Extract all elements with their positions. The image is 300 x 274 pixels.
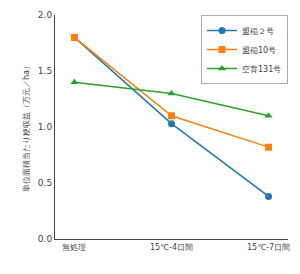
svg-text:1.5: 1.5 (38, 66, 52, 76)
svg-text:0.0: 0.0 (38, 234, 53, 244)
svg-text:無処理: 無処理 (62, 243, 86, 252)
svg-text:1.0: 1.0 (38, 122, 53, 132)
svg-text:盟稲２号: 盟稲２号 (242, 27, 274, 36)
svg-text:0.5: 0.5 (38, 178, 52, 188)
svg-text:盟稲10号: 盟稲10号 (242, 46, 276, 55)
svg-text:2.0: 2.0 (38, 10, 53, 20)
svg-text:15℃-7日間: 15℃-7日間 (247, 243, 290, 252)
svg-text:単位面積当たり粳収益（万元／ha）: 単位面積当たり粳収益（万元／ha） (22, 62, 31, 192)
svg-text:15℃-4日間: 15℃-4日間 (150, 243, 193, 252)
svg-text:空育131号: 空育131号 (242, 65, 281, 74)
